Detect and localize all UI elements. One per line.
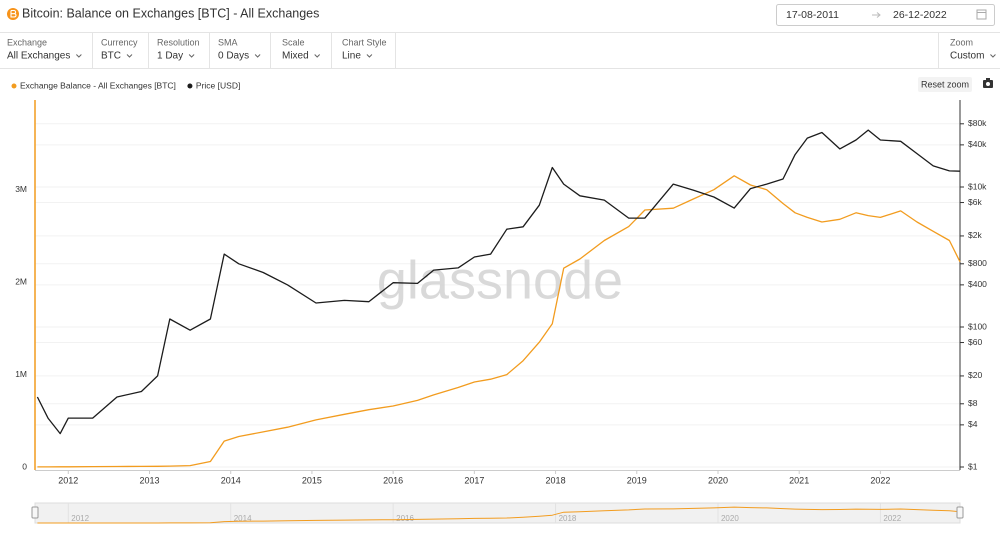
x-tick-label: 2019 xyxy=(627,475,647,485)
chevron xyxy=(188,54,195,58)
y2-tick-label: $1 xyxy=(968,461,978,471)
x-tick-label: 2017 xyxy=(464,475,484,485)
y2-tick-label: $6k xyxy=(968,197,982,207)
control-label: Exchange xyxy=(7,37,47,47)
control-value[interactable]: 1 Day xyxy=(157,51,183,62)
y2-tick-label: $80k xyxy=(968,118,987,128)
control-value[interactable]: BTC xyxy=(101,51,121,62)
legend-label[interactable]: Exchange Balance - All Exchanges [BTC] xyxy=(20,80,176,90)
chevron xyxy=(254,54,261,58)
control-label: Zoom xyxy=(950,37,973,47)
x-tick-label: 2012 xyxy=(58,475,78,485)
camera-lens xyxy=(986,82,990,86)
x-tick-label: 2013 xyxy=(139,475,159,485)
x-tick-label: 2020 xyxy=(708,475,728,485)
calendar-icon[interactable] xyxy=(976,9,987,20)
legend-label[interactable]: Price [USD] xyxy=(196,80,240,90)
series-line xyxy=(37,175,961,468)
navigator[interactable] xyxy=(34,502,961,524)
x-tick-label: 2022 xyxy=(870,475,890,485)
page-title: Bitcoin: Balance on Exchanges [BTC] - Al… xyxy=(22,6,319,20)
y2-tick-label: $8 xyxy=(968,398,978,408)
navigator-tick-label: 2014 xyxy=(234,514,252,523)
navigator-handle[interactable] xyxy=(956,506,964,519)
control-value[interactable]: Custom xyxy=(950,51,984,62)
control-label: SMA xyxy=(218,37,238,47)
chevron xyxy=(990,54,996,58)
y2-tick-label: $60 xyxy=(968,337,982,347)
x-tick-label: 2015 xyxy=(302,475,322,485)
legend-marker xyxy=(187,83,193,89)
date-arrow xyxy=(872,12,881,18)
watermark: glassnode xyxy=(377,250,623,310)
y-tick-label: 2M xyxy=(15,276,27,286)
camera-icon-top xyxy=(986,78,990,81)
x-tick-label: 2021 xyxy=(789,475,809,485)
chevron xyxy=(126,54,133,58)
reset-zoom-button[interactable] xyxy=(918,77,972,92)
chevron xyxy=(366,54,373,58)
navigator-tick-label: 2020 xyxy=(721,514,739,523)
x-tick-label: 2014 xyxy=(221,475,241,485)
y2-tick-label: $40k xyxy=(968,139,987,149)
y2-tick-label: $400 xyxy=(968,279,987,289)
control-value[interactable]: 0 Days xyxy=(218,51,249,62)
y2-tick-label: $10k xyxy=(968,181,987,191)
series-line xyxy=(37,506,961,524)
navigator-tick-label: 2016 xyxy=(396,514,414,523)
series-line xyxy=(36,129,961,435)
navigator-handle[interactable] xyxy=(31,506,39,519)
chevron xyxy=(314,54,321,58)
control-label: Chart Style xyxy=(342,37,387,47)
control-value[interactable]: Mixed xyxy=(282,51,309,62)
bitcoin-glyph xyxy=(10,9,17,18)
navigator-tick-label: 2022 xyxy=(883,514,901,523)
control-value[interactable]: All Exchanges xyxy=(7,51,70,62)
date-from[interactable]: 17-08-2011 xyxy=(786,9,839,21)
y-tick-label: 3M xyxy=(15,184,27,194)
x-tick-label: 2018 xyxy=(546,475,566,485)
y2-tick-label: $4 xyxy=(968,419,978,429)
y2-tick-label: $100 xyxy=(968,321,987,331)
y-tick-label: 0 xyxy=(22,461,27,471)
control-label: Resolution xyxy=(157,37,200,47)
y2-tick-label: $2k xyxy=(968,230,982,240)
date-range[interactable] xyxy=(776,4,995,26)
reset-zoom-label[interactable]: Reset zoom xyxy=(921,79,969,89)
x-tick-label: 2016 xyxy=(383,475,403,485)
control-value[interactable]: Line xyxy=(342,51,361,62)
navigator-tick-label: 2012 xyxy=(71,514,89,523)
date-to[interactable]: 26-12-2022 xyxy=(893,9,947,21)
chevron xyxy=(76,54,82,58)
navigator-tick-label: 2018 xyxy=(559,514,577,523)
y2-tick-label: $20 xyxy=(968,370,982,380)
y-tick-label: 1M xyxy=(15,369,27,379)
control-label: Scale xyxy=(282,37,305,47)
controls: Exchange All Exchanges Currency BTC Resoluti… xyxy=(7,33,396,68)
y2-tick-label: $800 xyxy=(968,258,987,268)
legend-marker xyxy=(11,83,17,89)
control-label: Currency xyxy=(101,37,138,47)
